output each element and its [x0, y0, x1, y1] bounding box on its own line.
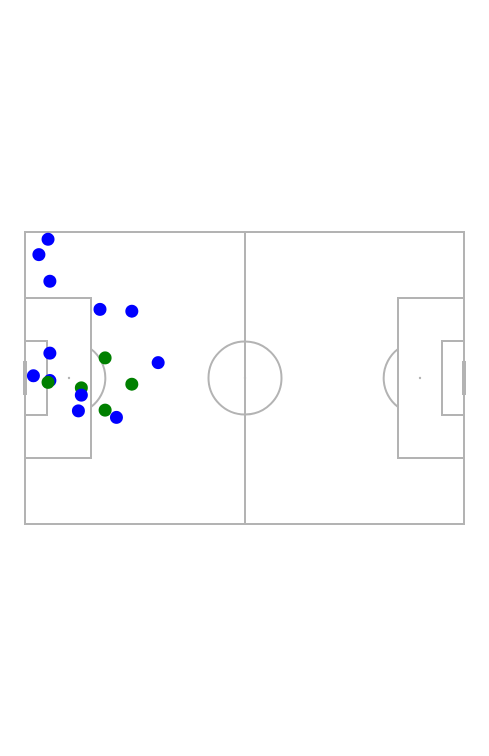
blue-player-marker — [93, 302, 107, 316]
right-six-yard-box — [441, 340, 465, 416]
center-circle — [207, 340, 283, 416]
green-player-marker — [98, 403, 112, 417]
left-penalty-arc — [90, 348, 107, 408]
green-player-marker — [98, 351, 112, 365]
blue-player-marker — [43, 346, 57, 360]
center-spot — [243, 376, 247, 380]
right-penalty-spot — [418, 376, 422, 380]
blue-player-marker — [71, 404, 85, 418]
blue-player-marker — [125, 304, 139, 318]
blue-player-marker — [74, 388, 88, 402]
blue-player-marker — [41, 232, 55, 246]
blue-player-marker — [32, 248, 46, 262]
left-penalty-spot — [67, 376, 71, 380]
blue-player-marker — [109, 410, 123, 424]
blue-player-marker — [43, 274, 57, 288]
green-player-marker — [125, 377, 139, 391]
green-player-marker — [41, 375, 55, 389]
pitch-markings — [23, 231, 466, 525]
right-penalty-arc — [382, 348, 399, 408]
blue-player-marker — [151, 356, 165, 370]
blue-player-marker — [26, 369, 40, 383]
player-markers — [26, 232, 165, 424]
right-penalty-area — [397, 297, 465, 459]
